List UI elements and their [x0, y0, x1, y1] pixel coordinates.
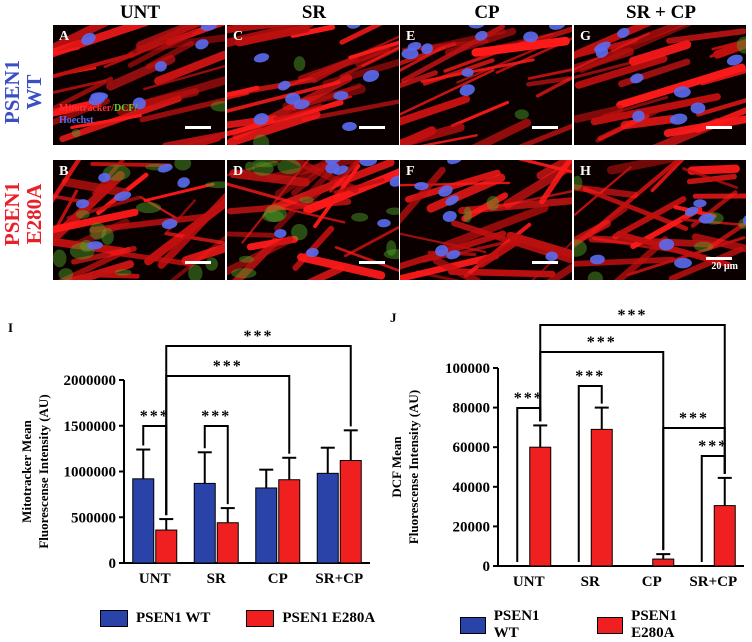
legend-i-wt: PSEN1 WT	[100, 610, 210, 627]
panel-letter-d: D	[233, 164, 243, 180]
legend-i-mutant: PSEN1 E280A	[246, 610, 375, 627]
scale-bar	[359, 126, 385, 129]
legend-i-wt-label: PSEN1 WT	[136, 610, 210, 627]
bar-wt-sr	[194, 483, 215, 563]
panel-letter-h: H	[580, 164, 591, 180]
significance-bracket	[540, 325, 725, 474]
significance-stars: ***	[618, 307, 648, 324]
scale-bar	[706, 257, 732, 260]
column-header-cp: CP	[402, 2, 572, 24]
scale-bar	[706, 126, 732, 129]
panel-letter-c: C	[233, 29, 243, 45]
stain-legend-dcf: DCF/	[114, 103, 137, 114]
bar-e280a-cp	[653, 559, 674, 566]
bar-e280a-cp	[279, 480, 300, 563]
row-label-wt: PSEN1 WT	[1, 37, 49, 147]
micrograph-panel-h: H 20 µm	[574, 160, 746, 280]
column-header-sr-cp: SR + CP	[576, 2, 746, 24]
y-tick-label: 60000	[453, 440, 491, 456]
bar-e280a-unt	[530, 447, 551, 566]
bar-e280a-srcp	[714, 506, 735, 566]
y-tick-label: 80000	[453, 401, 491, 417]
y-tick-label: 1500000	[64, 419, 117, 435]
panel-letter-a: A	[59, 29, 69, 45]
scale-bar	[532, 261, 558, 264]
row-label-e280a-line2: E280A	[23, 155, 45, 273]
row-label-wt-line1: PSEN1	[1, 37, 23, 147]
scale-text: 20 µm	[711, 261, 738, 272]
significance-stars: ***	[698, 438, 728, 455]
y-tick-label: 0	[109, 556, 117, 572]
significance-stars: ***	[213, 358, 243, 375]
column-header-sr: SR	[229, 2, 399, 24]
column-header-unt: UNT	[55, 2, 225, 24]
micrograph-panel-e: E	[400, 25, 572, 145]
significance-stars: ***	[201, 408, 231, 425]
panel-letter-e: E	[406, 29, 415, 45]
stain-legend-hoechst: Hoechst	[59, 115, 93, 126]
micrograph-panel-a: A Mitotracker/DCF/Hoechst	[53, 25, 225, 145]
micrograph-panel-f: F	[400, 160, 572, 280]
scale-bar	[185, 126, 211, 129]
significance-stars: ***	[575, 368, 605, 385]
bar-wt-unt	[133, 479, 154, 563]
y-tick-label: 40000	[453, 480, 491, 496]
y-tick-label: 0	[483, 559, 491, 575]
x-tick-label: SR	[581, 574, 600, 590]
panel-letter-f: F	[406, 164, 415, 180]
x-tick-label: SR	[207, 571, 226, 587]
x-tick-label: UNT	[513, 574, 545, 590]
legend-j-mutant: PSEN1 E280A	[597, 608, 716, 642]
scale-bar	[185, 261, 211, 264]
row-label-wt-line2: WT	[23, 37, 45, 147]
legend-j: PSEN1 WT PSEN1 E280A	[460, 608, 752, 642]
legend-j-wt: PSEN1 WT	[460, 608, 561, 642]
bar-e280a-sr	[217, 523, 238, 563]
row-label-e280a-line1: PSEN1	[1, 155, 23, 273]
bar-wt-cp	[256, 488, 277, 563]
y-tick-label: 1000000	[64, 465, 117, 481]
micrograph-panel-g: G	[574, 25, 746, 145]
y-axis-label-line1: Mitotracker Mean	[19, 419, 34, 522]
significance-stars: ***	[587, 334, 617, 351]
x-tick-label: CP	[268, 571, 288, 587]
scale-bar	[359, 261, 385, 264]
x-tick-label: CP	[642, 574, 662, 590]
legend-i: PSEN1 WT PSEN1 E280A	[100, 610, 411, 627]
y-axis-label-line1: DCF Mean	[389, 436, 404, 498]
significance-stars: ***	[244, 328, 274, 345]
micrograph-panel-b: B	[53, 160, 225, 280]
significance-stars: ***	[679, 410, 709, 427]
legend-i-mutant-label: PSEN1 E280A	[282, 610, 375, 627]
chart-i: 0 500000 1000000 1500000 2000000 Mitotracker …	[0, 320, 375, 610]
y-tick-label: 100000	[445, 361, 490, 377]
stain-legend-mito: Mitotracker/	[59, 103, 114, 114]
x-tick-label: UNT	[139, 571, 171, 587]
scale-bar	[532, 126, 558, 129]
x-tick-label: SR+CP	[689, 574, 737, 590]
panel-letter-g: G	[580, 29, 591, 45]
legend-j-mutant-label: PSEN1 E280A	[631, 608, 716, 642]
micrograph-panel-c: C	[227, 25, 399, 145]
y-tick-label: 2000000	[64, 373, 117, 389]
panel-letter-b: B	[59, 164, 68, 180]
bar-e280a-sr	[591, 429, 612, 566]
y-axis-label-line2: Fluorescense Intensity (AU)	[36, 394, 51, 548]
row-label-e280a: PSEN1 E280A	[1, 155, 49, 273]
bar-wt-srcp	[317, 473, 338, 563]
y-tick-label: 500000	[71, 510, 116, 526]
stain-legend: Mitotracker/DCF/Hoechst	[59, 103, 137, 127]
bar-e280a-unt	[156, 530, 177, 563]
legend-i-wt-swatch	[100, 610, 128, 627]
y-axis-label-line2: Fluorescense Intensity (AU)	[406, 390, 421, 544]
legend-j-wt-label: PSEN1 WT	[494, 608, 562, 642]
y-tick-label: 20000	[453, 519, 491, 535]
x-tick-label: SR+CP	[315, 571, 363, 587]
micrograph-panel-d: D	[227, 160, 399, 280]
bar-e280a-srcp	[340, 461, 361, 563]
legend-i-mutant-swatch	[246, 610, 274, 627]
